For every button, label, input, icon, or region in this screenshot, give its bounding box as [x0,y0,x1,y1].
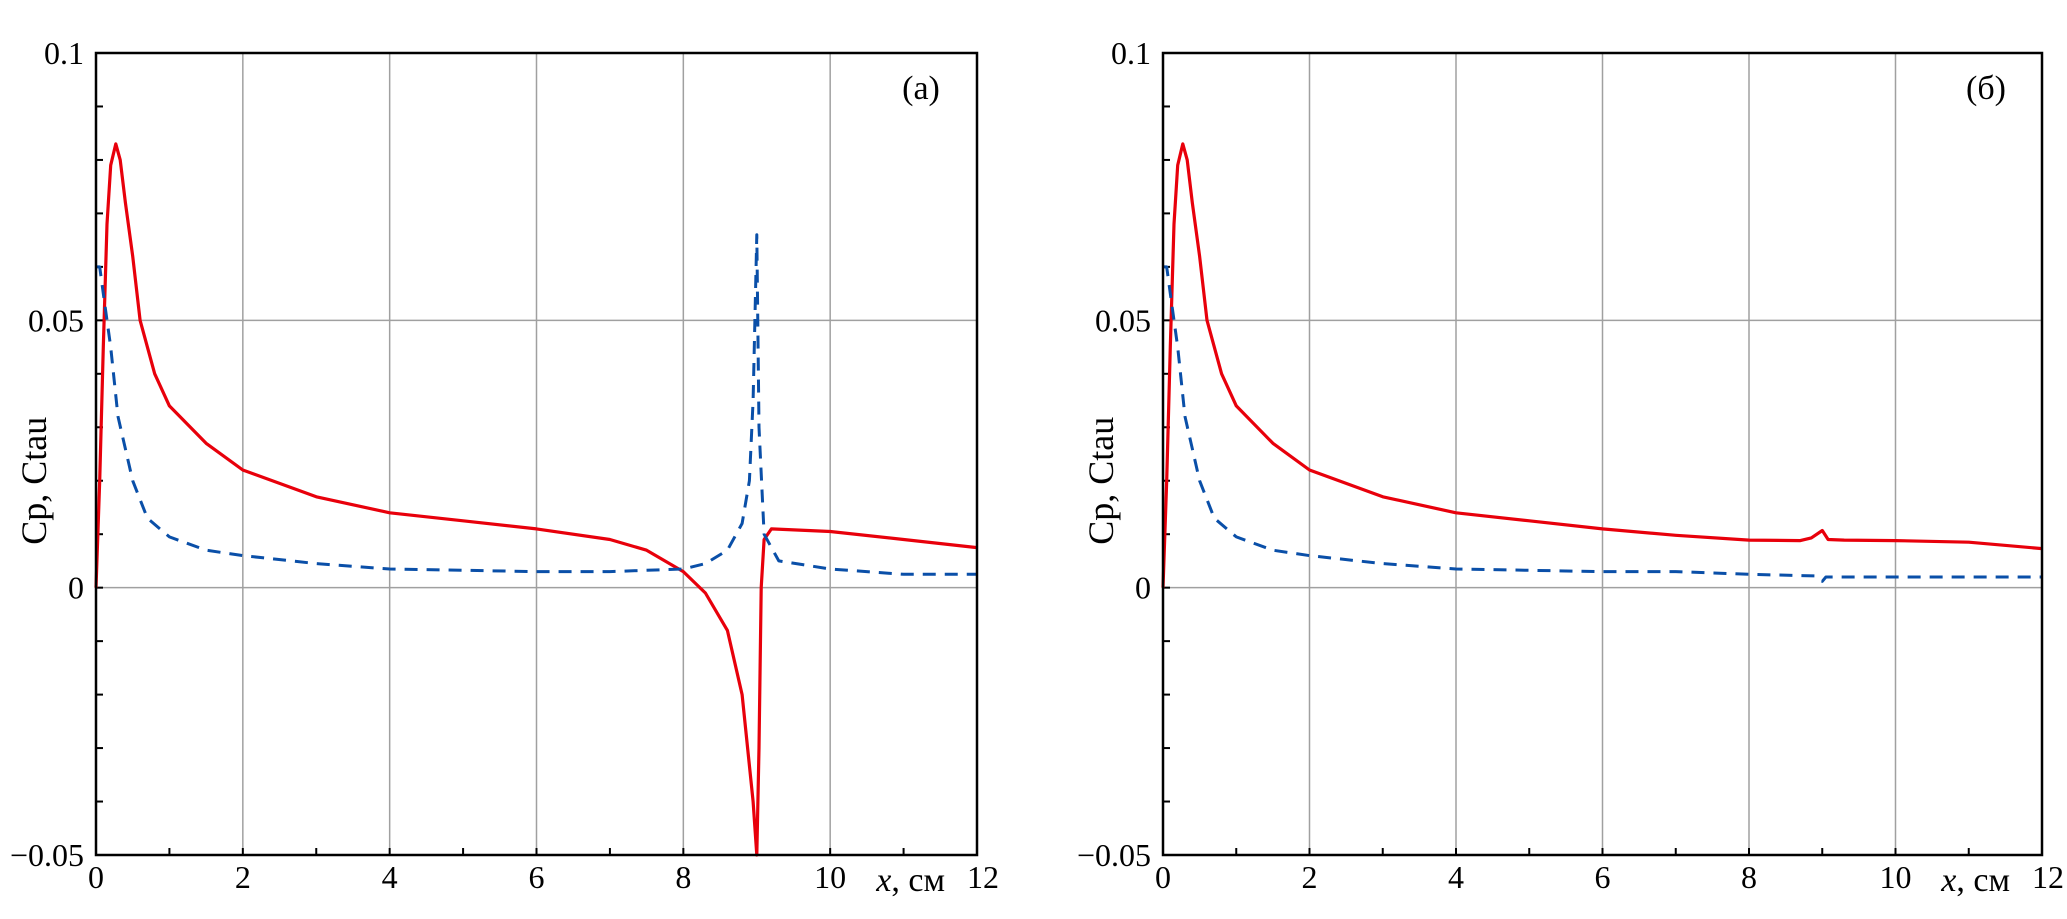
y-tick-label: 0 [68,570,84,606]
y-tick-label: 0.1 [1111,35,1151,71]
panel-label: (б) [1966,70,2006,107]
y-tick-label: 0.05 [1095,302,1151,338]
x-tick-label: 8 [1741,859,1757,895]
x-axis-label-unit: , см [891,862,945,899]
x-tick-label: 6 [529,859,545,895]
y-axis-label: Cp, Ctau [1081,417,1121,545]
x-tick-label: 12 [2032,859,2064,895]
series-blue-dashed [96,233,977,576]
y-tick-label: 0 [1135,570,1151,606]
series-red-solid [1161,142,2043,588]
x-axis-label: x, см [875,862,945,899]
x-tick-label: 2 [1302,859,1318,895]
x-tick-label: 10 [814,859,846,895]
x-tick-label: 12 [967,859,999,895]
y-axis-label: Cp, Ctau [14,417,54,545]
y-tick-label: 0.05 [28,302,84,338]
x-tick-label: 0 [1155,859,1171,895]
x-tick-label: 8 [675,859,691,895]
x-tick-label: 4 [382,859,398,895]
x-axis-label-unit: , см [1956,862,2010,899]
x-tick-label: 10 [1880,859,1912,895]
x-axis-label-var: x [1940,862,1956,899]
plot-frame [94,51,979,857]
x-axis-label: x, см [1940,862,2010,899]
x-axis-label-var: x [875,862,891,899]
plot-frame [1161,51,2044,857]
x-tick-label: 6 [1595,859,1611,895]
x-tick-label: 2 [235,859,251,895]
y-tick-label: −0.05 [1077,837,1151,873]
series-red-solid [94,142,978,857]
x-tick-label: 4 [1448,859,1464,895]
y-tick-label: 0.1 [44,35,84,71]
panel-label: (a) [902,70,940,107]
series-blue-dashed [1163,265,2042,583]
x-tick-label: 0 [88,859,104,895]
y-tick-label: −0.05 [10,837,84,873]
